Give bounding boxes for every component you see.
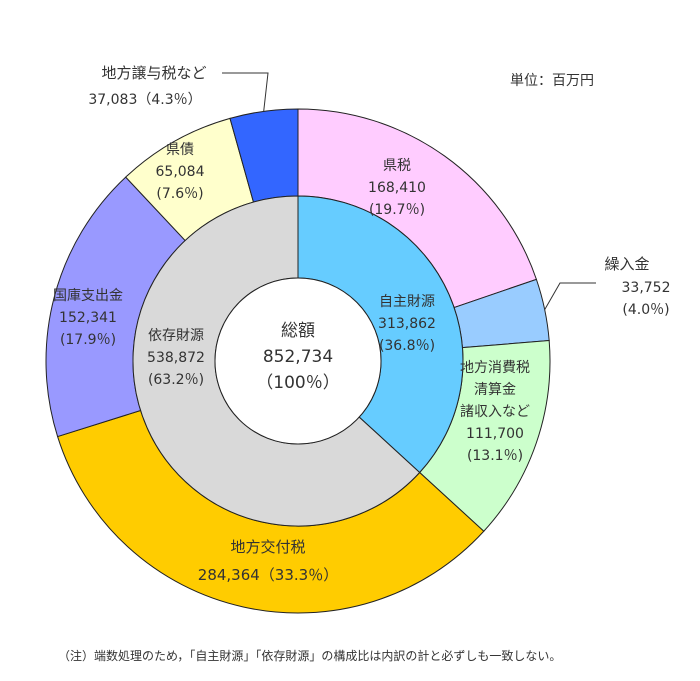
outer-label-1-0: 33,752 — [622, 280, 671, 296]
outer-label-5-0: 県債 — [166, 142, 194, 158]
inner-label-1-2: (63.2％) — [148, 372, 204, 388]
outer-label-4-1: 152,341 — [59, 310, 117, 326]
outer-label-2-3: 111,700 — [466, 426, 524, 442]
outer-label-3-name-0: 地方交付税 — [230, 538, 305, 556]
total-label-2: （100％） — [256, 373, 339, 393]
inner-label-1-0: 依存財源 — [148, 328, 204, 344]
center-hole — [214, 277, 382, 445]
outer-label-0-0: 県税 — [383, 158, 411, 174]
outer-label-0-2: (19.7％) — [369, 202, 425, 218]
outer-label-2-1: 清算金 — [474, 382, 516, 398]
outer-label-0-1: 168,410 — [368, 180, 426, 196]
total-label-1: 852,734 — [263, 347, 333, 367]
outer-label-1-1: (4.0％) — [622, 302, 669, 318]
inner-label-0-0: 自主財源 — [379, 294, 435, 310]
outer-label-4-2: (17.9％) — [60, 332, 116, 348]
leader-line-6 — [222, 72, 269, 112]
outer-label-6-name-0: 地方譲与税など — [101, 64, 206, 82]
outer-label-5-1: 65,084 — [156, 164, 205, 180]
outer-label-1-name-0: 繰入金 — [604, 255, 649, 273]
leader-line-1 — [544, 282, 596, 310]
outer-label-5-2: (7.6％) — [156, 186, 203, 202]
outer-label-2-4: (13.1％) — [467, 448, 523, 464]
outer-label-4-0: 国庫支出金 — [53, 287, 123, 304]
total-label-0: 総額 — [281, 321, 315, 341]
outer-label-3-val-0: 284,364（33.3％） — [198, 566, 338, 584]
inner-label-0-1: 313,862 — [378, 316, 436, 332]
outer-label-2-2: 諸収入など — [460, 404, 530, 420]
outer-label-6-val-0: 37,083（4.3％） — [88, 92, 201, 108]
outer-label-2-0: 地方消費税 — [460, 360, 530, 376]
inner-label-0-2: (36.8％) — [379, 338, 435, 354]
unit-label: 単位：百万円 — [510, 73, 594, 89]
inner-label-1-1: 538,872 — [147, 350, 205, 366]
footnote: （注）端数処理のため，「自主財源」「依存財源」の構成比は内訳の計と必ずしも一致し… — [58, 649, 562, 663]
